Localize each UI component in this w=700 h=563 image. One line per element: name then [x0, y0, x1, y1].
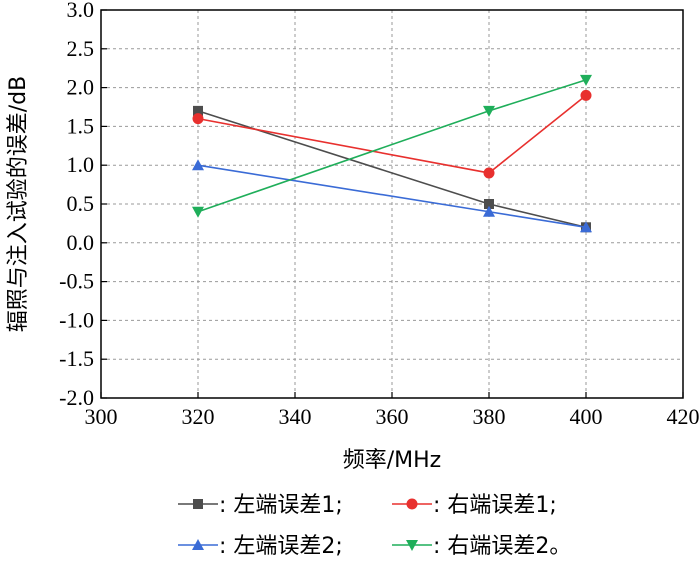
data-point [483, 167, 495, 179]
y-tick-label: 1.5 [67, 113, 95, 138]
y-tick-label: -1.5 [59, 346, 94, 371]
legend-marker [406, 498, 418, 510]
legend-item-2: : 右端误差1; [392, 493, 557, 518]
legend-item-3: : 左端误差2; [178, 534, 343, 559]
data-point [192, 206, 204, 218]
y-tick-label: -1.0 [59, 307, 94, 332]
x-axis-title: 频率/MHz [343, 448, 442, 473]
data-point [483, 105, 495, 117]
legend: : 左端误差1; : 右端误差1; : 左端误差2; : 右端误差2。 [178, 493, 571, 559]
data-point [580, 221, 592, 233]
x-tick-label: 300 [85, 404, 118, 429]
x-tick-label: 380 [473, 404, 506, 429]
y-tick-label: 2.5 [67, 36, 95, 61]
data-point [484, 199, 494, 209]
legend-marker [406, 540, 418, 551]
series-4 [192, 74, 592, 218]
y-tick-label: 0.0 [67, 230, 95, 255]
y-tick-label: 3.0 [67, 0, 95, 22]
series-2 [192, 89, 592, 179]
grid [101, 10, 683, 398]
y-tick-label: 0.5 [67, 191, 95, 216]
y-tick-label: -0.5 [59, 269, 94, 294]
data-point [483, 205, 495, 217]
x-tick-label: 360 [376, 404, 409, 429]
x-tick-label: 400 [570, 404, 603, 429]
y-tick-label: 1.0 [67, 152, 95, 177]
series-3 [192, 159, 592, 233]
legend-label: : 左端误差1; [219, 493, 343, 518]
legend-marker [192, 539, 204, 550]
data-point [192, 113, 204, 125]
ticks: 300 320 340 360 380 400 420 -2.0 -1.5 -1.0 -0.5 0.0… [59, 0, 699, 429]
legend-label: : 右端误差1; [433, 493, 557, 518]
x-tick-label: 340 [279, 404, 312, 429]
legend-item-1: : 左端误差1; [178, 493, 343, 518]
y-axis-title: 辐照与注入试验的误差/dB [6, 76, 31, 332]
legend-marker [193, 499, 203, 509]
legend-label: : 右端误差2。 [433, 534, 571, 559]
data-point [580, 89, 592, 101]
series-layer [192, 74, 592, 233]
data-point [193, 105, 203, 116]
x-tick-label: 420 [667, 404, 700, 429]
data-point [580, 74, 592, 86]
y-tick-label: 2.0 [67, 75, 95, 100]
y-tick-label: -2.0 [59, 385, 94, 410]
x-tick-label: 320 [182, 404, 215, 429]
legend-item-4: : 右端误差2。 [392, 534, 571, 559]
legend-label: : 左端误差2; [219, 534, 343, 559]
data-point [192, 159, 204, 171]
